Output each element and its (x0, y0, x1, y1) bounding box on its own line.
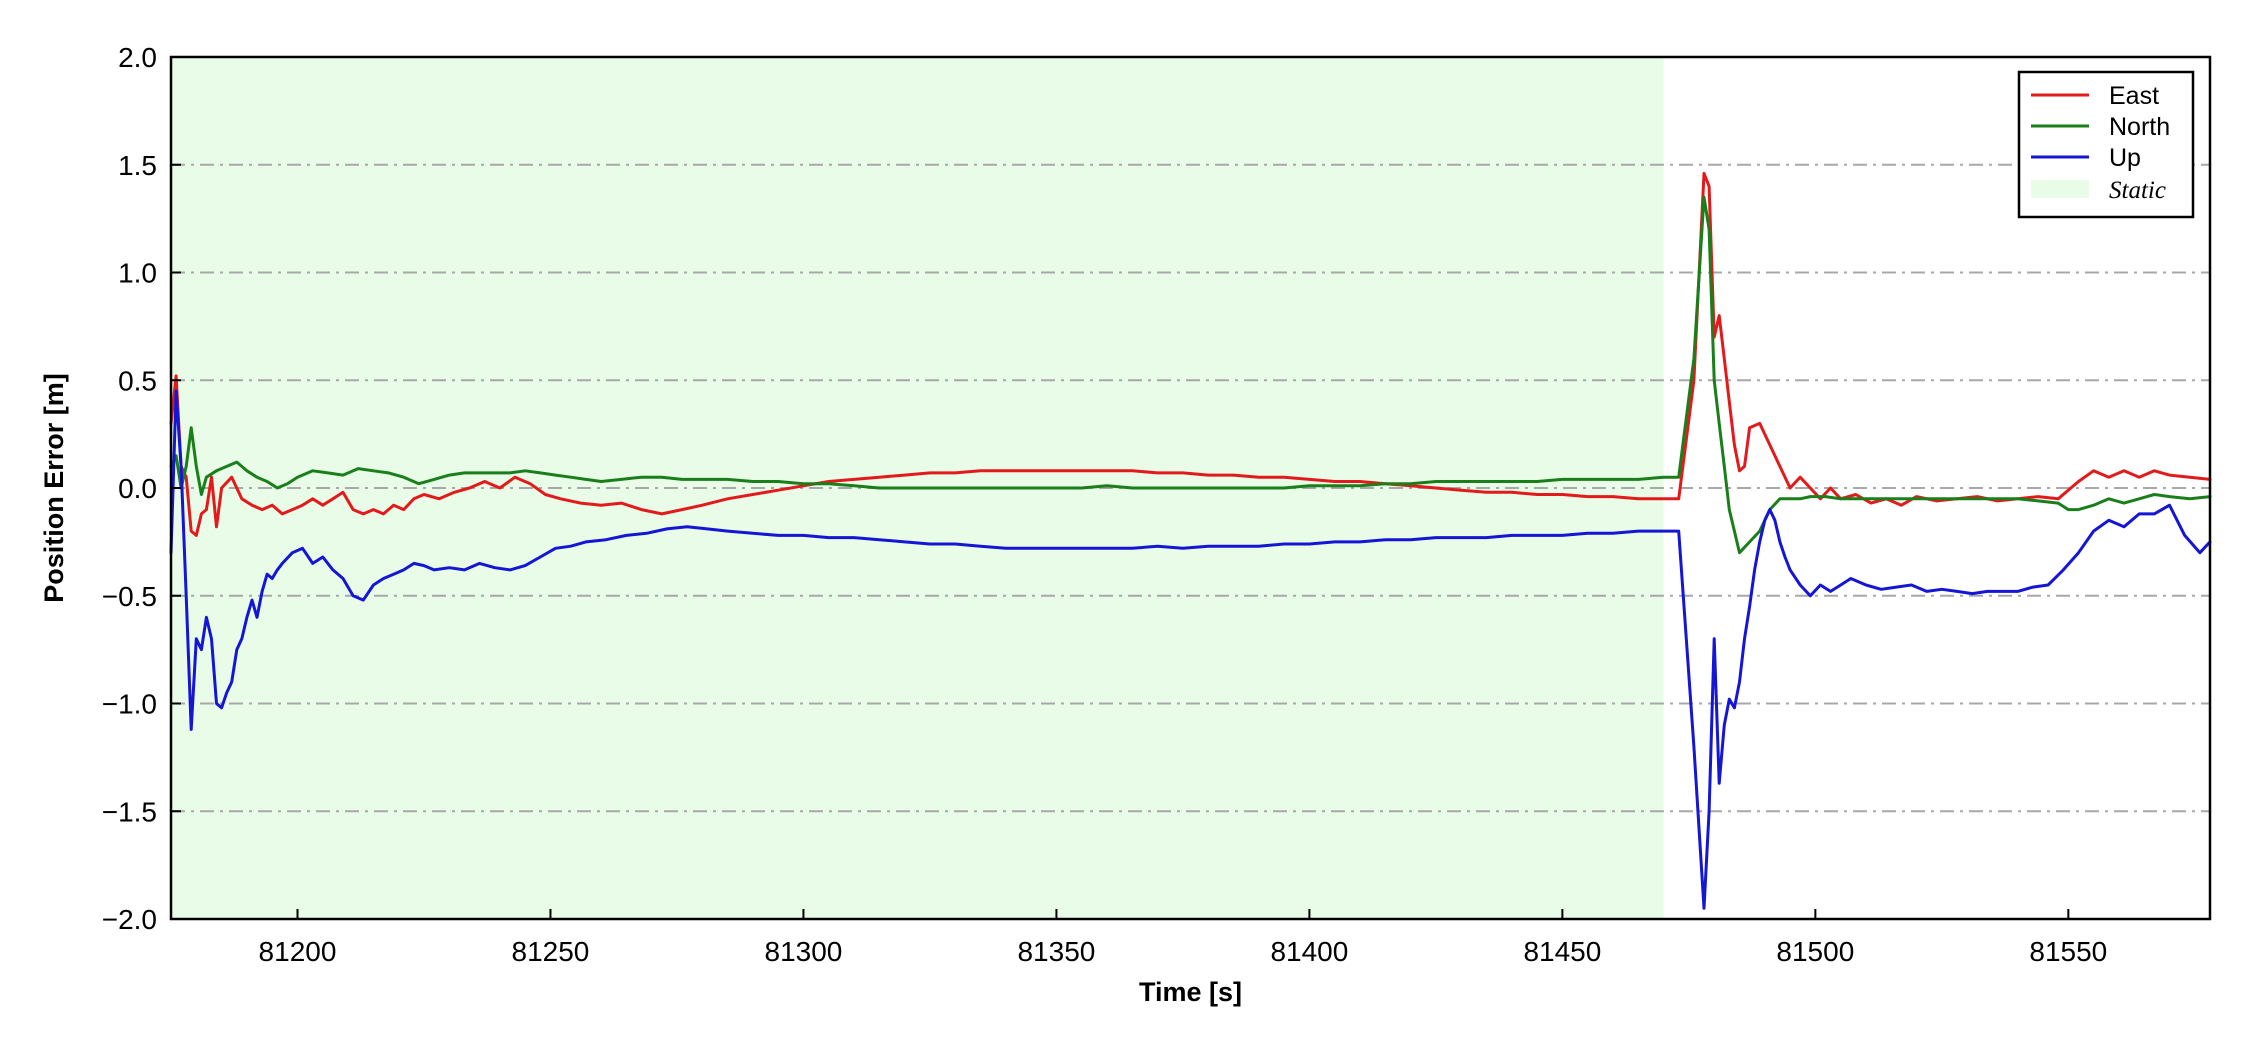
series-layer (169, 171, 2212, 910)
legend-label-up: Up (2109, 144, 2141, 172)
series-line-north (169, 195, 2212, 555)
legend: East North Up Static (2017, 70, 2195, 219)
legend-label-static: Static (2109, 177, 2166, 204)
x-axis-label: Time [s] (1139, 977, 1242, 1007)
legend-swatch-static (2031, 180, 2089, 198)
x-tick-label-6: 81500 (1776, 936, 1854, 967)
x-tick-label-1: 81250 (512, 936, 590, 967)
y-tick-label-6: 1.0 (118, 258, 157, 289)
y-tick-label-7: 1.5 (118, 150, 157, 181)
axes-layer: −2.0 −1.5 −1.0 −0.5 0.0 0.5 1.0 1.5 2.0 81200 8125… (39, 42, 2212, 1007)
y-axis-label: Position Error [m] (39, 373, 69, 603)
legend-label-east: East (2109, 82, 2159, 110)
x-tick-label-2: 81300 (765, 936, 843, 967)
y-tick-label-1: −1.5 (102, 796, 157, 827)
x-tick-label-4: 81400 (1270, 936, 1348, 967)
y-tick-label-5: 0.5 (118, 365, 157, 396)
y-tick-label-0: −2.0 (102, 904, 157, 935)
x-tick-label-0: 81200 (259, 936, 337, 967)
series-line-up (169, 389, 2212, 910)
y-tick-label-8: 2.0 (118, 42, 157, 73)
x-tick-label-5: 81450 (1523, 936, 1601, 967)
y-tick-label-2: −1.0 (102, 689, 157, 720)
x-tick-label-7: 81550 (2029, 936, 2107, 967)
x-tick-label-3: 81350 (1017, 936, 1095, 967)
legend-label-north: North (2109, 113, 2170, 141)
y-tick-label-3: −0.5 (102, 581, 157, 612)
y-tick-label-4: 0.0 (118, 473, 157, 504)
